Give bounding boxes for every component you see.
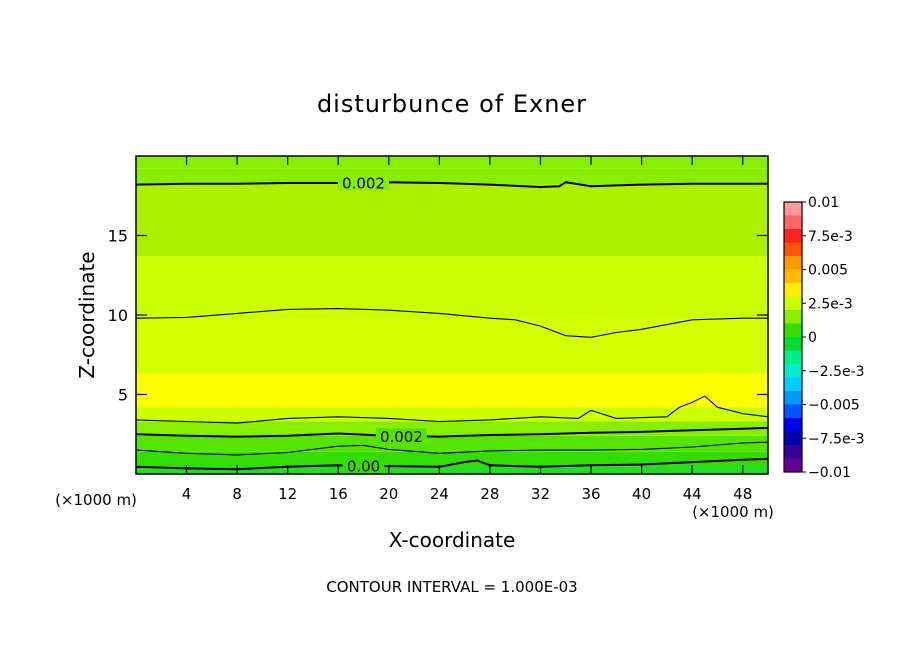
colorbar-swatch-19 bbox=[784, 458, 802, 473]
field-band-3 bbox=[136, 256, 768, 319]
colorbar-tick-label-3: 2.5e-3 bbox=[808, 296, 853, 312]
y-tick-label-2: 15 bbox=[108, 227, 128, 246]
local-maximum-3 bbox=[706, 372, 724, 385]
field-band-0 bbox=[136, 156, 768, 169]
x-tick-label-5: 24 bbox=[430, 485, 449, 503]
colorbar-tick-label-7: −7.5e-3 bbox=[808, 431, 865, 447]
x-tick-label-2: 12 bbox=[278, 485, 297, 503]
y-axis-unit-label: (×1000 m) bbox=[55, 491, 137, 509]
contour-label-0: 0.002 bbox=[342, 175, 385, 193]
colorbar-swatch-14 bbox=[784, 391, 802, 405]
x-axis-ticks: 4 8 12 16 20 24 28 32 36 40 44 48 bbox=[182, 156, 752, 503]
colorbar-swatch-15 bbox=[784, 404, 802, 419]
field-band-9 bbox=[136, 451, 768, 467]
x-axis-label: X-coordinate bbox=[389, 528, 516, 552]
contour-line-3 bbox=[136, 426, 768, 438]
colorbar-swatch-9 bbox=[784, 323, 802, 338]
colorbar-swatch-11 bbox=[784, 350, 802, 365]
contour-label-3: 0.002 bbox=[380, 428, 423, 446]
y-axis-label: Z-coordinate bbox=[75, 251, 99, 378]
colorbar-swatch-6 bbox=[784, 283, 802, 297]
chart-title: disturbunce of Exner bbox=[317, 90, 587, 118]
colorbar-tick-label-4: 0 bbox=[808, 330, 817, 346]
local-maximum-2 bbox=[618, 383, 652, 400]
colorbar-tick-label-2: 0.005 bbox=[808, 263, 848, 279]
x-axis-unit-label: (×1000 m) bbox=[692, 503, 774, 521]
local-maximum-0 bbox=[139, 380, 171, 400]
colorbar-tick-label-8: −0.01 bbox=[808, 465, 851, 481]
x-tick-label-3: 16 bbox=[329, 485, 348, 503]
field-band-4 bbox=[136, 318, 768, 374]
field-band-2 bbox=[136, 184, 768, 257]
contour-label-bg-5 bbox=[342, 457, 385, 474]
colorbar-swatch-17 bbox=[784, 431, 802, 446]
field-band-8 bbox=[136, 435, 768, 452]
colorbar-swatch-1 bbox=[784, 215, 802, 230]
colorbar-swatch-10 bbox=[784, 337, 802, 351]
contour-line-5 bbox=[136, 457, 768, 471]
field-band-1 bbox=[136, 168, 768, 185]
colorbar-swatch-2 bbox=[784, 229, 802, 243]
contour-label-bg-0 bbox=[338, 174, 390, 191]
x-tick-label-0: 4 bbox=[182, 485, 192, 503]
x-tick-label-6: 28 bbox=[480, 485, 499, 503]
colorbar-swatch-13 bbox=[784, 377, 802, 392]
x-tick-label-1: 8 bbox=[232, 485, 242, 503]
colorbar-tick-label-0: 0.01 bbox=[808, 195, 839, 211]
field-band-5 bbox=[136, 373, 768, 408]
y-tick-label-0: 5 bbox=[118, 386, 128, 405]
colorbar-swatch-5 bbox=[784, 269, 802, 284]
contour-line-1 bbox=[136, 308, 768, 338]
colorbar-tick-label-1: 7.5e-3 bbox=[808, 229, 853, 245]
colorbar-swatch-3 bbox=[784, 242, 802, 257]
contour-label-bg-3 bbox=[375, 428, 427, 445]
colorbar-swatch-12 bbox=[784, 364, 802, 378]
colorbar-swatch-16 bbox=[784, 418, 802, 432]
contour-lines bbox=[136, 181, 768, 471]
y-axis-ticks: 5 10 15 bbox=[108, 227, 768, 405]
x-tick-label-9: 40 bbox=[632, 485, 651, 503]
y-tick-label-1: 10 bbox=[108, 306, 128, 325]
local-maxima bbox=[139, 372, 724, 403]
colorbar-tick-label-6: −0.005 bbox=[808, 398, 860, 414]
field-band-7 bbox=[136, 421, 768, 436]
x-tick-label-4: 20 bbox=[379, 485, 398, 503]
x-tick-label-8: 36 bbox=[581, 485, 600, 503]
colorbar-swatch-8 bbox=[784, 310, 802, 324]
x-tick-label-11: 48 bbox=[733, 485, 752, 503]
x-tick-label-7: 32 bbox=[531, 485, 550, 503]
contour-line-2 bbox=[136, 395, 768, 424]
contour-interval-note: CONTOUR INTERVAL = 1.000E-03 bbox=[326, 578, 577, 596]
contour-line-4 bbox=[136, 441, 768, 456]
colorbar-swatch-0 bbox=[784, 202, 802, 216]
field-bands bbox=[136, 156, 768, 474]
x-tick-label-10: 44 bbox=[683, 485, 702, 503]
colorbar bbox=[783, 201, 803, 473]
colorbar-tick-labels: 0.01 7.5e-3 0.005 2.5e-3 0 −2.5e-3 −0.005 −7.5e… bbox=[802, 195, 865, 481]
field-band-10 bbox=[136, 466, 768, 474]
colorbar-swatch-18 bbox=[784, 445, 802, 459]
field-band-6 bbox=[136, 407, 768, 422]
contour-line-0 bbox=[136, 181, 768, 189]
colorbar-swatch-4 bbox=[784, 256, 802, 270]
contour-label-5: 0.00 bbox=[347, 458, 380, 476]
colorbar-tick-label-5: −2.5e-3 bbox=[808, 364, 865, 380]
colorbar-swatch-7 bbox=[784, 296, 802, 311]
